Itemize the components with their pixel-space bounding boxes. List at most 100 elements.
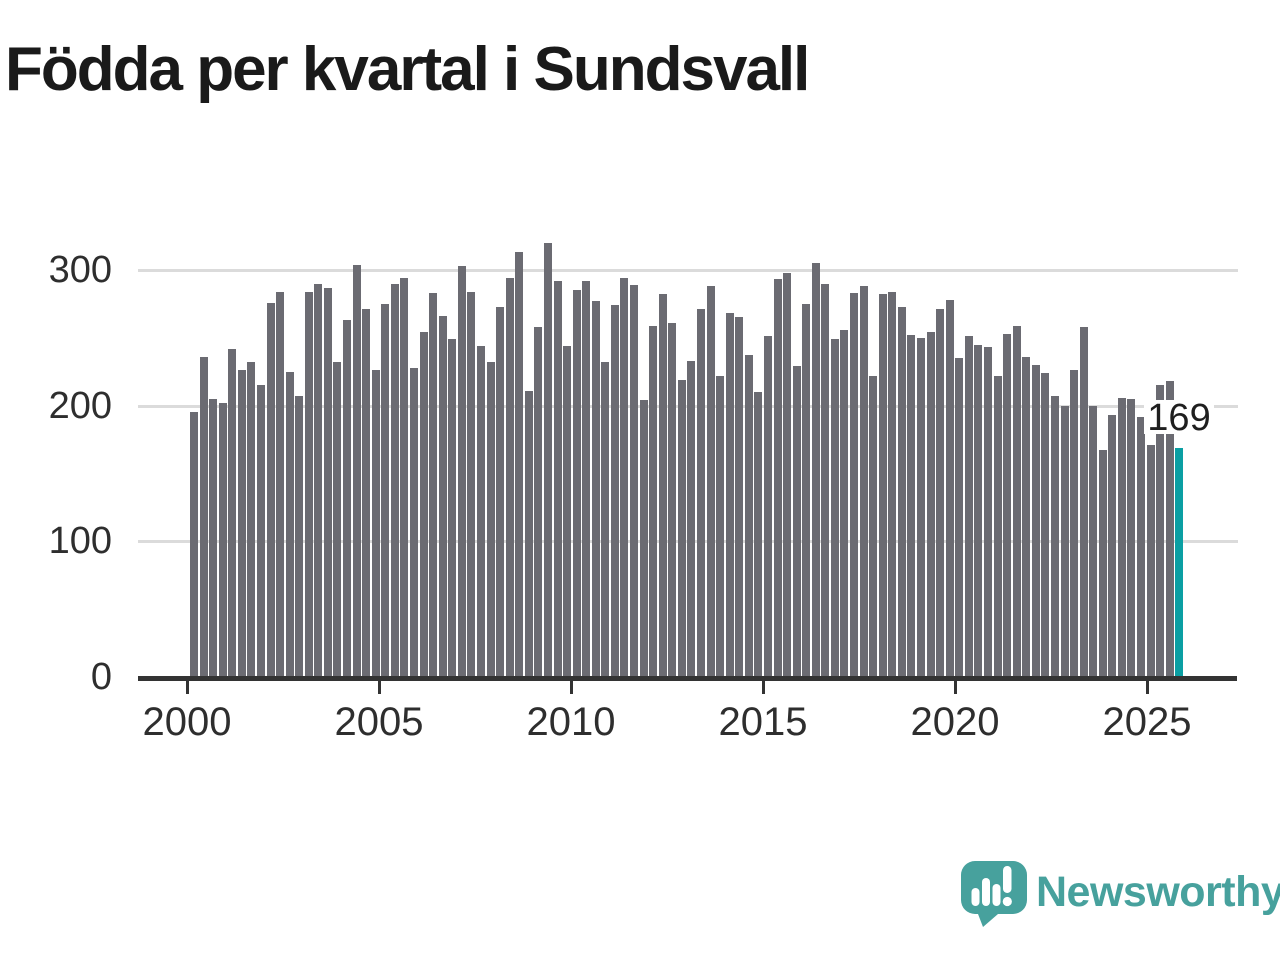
quarter-bar bbox=[1041, 373, 1049, 677]
quarter-bar bbox=[324, 288, 332, 677]
quarter-bar bbox=[716, 376, 724, 677]
quarter-bar bbox=[554, 281, 562, 677]
x-axis-tick bbox=[954, 681, 957, 694]
quarter-bar bbox=[314, 284, 322, 677]
x-axis-tick bbox=[762, 681, 765, 694]
quarter-bar bbox=[573, 290, 581, 677]
quarter-bar bbox=[458, 266, 466, 677]
quarter-bar bbox=[563, 346, 571, 677]
quarter-bar bbox=[687, 361, 695, 677]
quarter-bar bbox=[209, 399, 217, 677]
quarter-bar bbox=[333, 362, 341, 677]
x-axis-tick bbox=[186, 681, 189, 694]
quarter-bar bbox=[228, 349, 236, 677]
x-axis-tick-label: 2025 bbox=[1102, 700, 1192, 744]
quarter-bar bbox=[439, 316, 447, 677]
quarter-bar bbox=[994, 376, 1002, 677]
quarter-bar bbox=[1080, 327, 1088, 677]
last-value-label: 169 bbox=[1144, 399, 1214, 437]
newsworthy-logo: Newsworthy bbox=[958, 858, 1280, 933]
x-axis-tick-label: 2020 bbox=[910, 700, 1000, 744]
quarter-bar bbox=[1156, 385, 1164, 677]
quarter-bar bbox=[726, 313, 734, 677]
quarter-bar bbox=[955, 358, 963, 677]
quarter-bar bbox=[496, 307, 504, 677]
quarter-bar bbox=[936, 309, 944, 677]
quarter-bar bbox=[640, 400, 648, 677]
quarter-bar bbox=[754, 392, 762, 677]
quarter-bar bbox=[927, 332, 935, 677]
quarter-bar bbox=[1070, 370, 1078, 677]
quarter-bar bbox=[1137, 417, 1145, 677]
y-axis-tick-label: 300 bbox=[48, 249, 112, 291]
quarter-bar bbox=[850, 293, 858, 677]
quarter-bar bbox=[544, 243, 552, 677]
quarter-bar bbox=[812, 263, 820, 677]
quarter-bar bbox=[487, 362, 495, 677]
quarter-bar bbox=[267, 303, 275, 677]
quarter-bar bbox=[764, 336, 772, 677]
quarter-bar bbox=[276, 292, 284, 677]
quarter-bar bbox=[1032, 365, 1040, 677]
chart-title: Födda per kvartal i Sundsvall bbox=[5, 35, 810, 104]
quarter-bar bbox=[190, 412, 198, 677]
quarter-bar bbox=[1099, 450, 1107, 677]
quarter-bar bbox=[774, 279, 782, 677]
quarter-bar bbox=[525, 391, 533, 677]
quarter-bar bbox=[668, 323, 676, 677]
x-axis-tick-label: 2015 bbox=[718, 700, 808, 744]
quarter-bar bbox=[869, 376, 877, 677]
quarter-bar bbox=[917, 338, 925, 677]
quarter-bar bbox=[659, 294, 667, 677]
x-axis-tick-label: 2010 bbox=[526, 700, 616, 744]
quarter-bar bbox=[286, 372, 294, 677]
quarter-bar bbox=[1022, 357, 1030, 677]
quarter-bar bbox=[735, 317, 743, 677]
quarter-bar bbox=[707, 286, 715, 677]
quarter-bar bbox=[343, 320, 351, 677]
highlighted-quarter-bar bbox=[1175, 448, 1183, 677]
quarter-bar bbox=[353, 265, 361, 677]
quarter-bar bbox=[965, 336, 973, 677]
quarter-bar bbox=[410, 368, 418, 677]
quarter-bar bbox=[946, 300, 954, 677]
y-gridline bbox=[138, 269, 1238, 272]
x-axis-tick bbox=[378, 681, 381, 694]
quarter-bar bbox=[1147, 445, 1155, 677]
newsworthy-wordmark: Newsworthy bbox=[1036, 868, 1280, 916]
quarter-bar bbox=[1118, 398, 1126, 677]
y-axis-tick-label: 0 bbox=[90, 656, 112, 698]
quarter-bar bbox=[467, 292, 475, 677]
quarter-bar bbox=[372, 370, 380, 677]
quarter-bar bbox=[678, 380, 686, 677]
quarter-bar bbox=[391, 284, 399, 677]
quarter-bar bbox=[477, 346, 485, 677]
quarter-bar bbox=[257, 385, 265, 677]
quarter-bar bbox=[802, 304, 810, 677]
quarter-bar bbox=[362, 309, 370, 677]
quarter-bar bbox=[601, 362, 609, 677]
y-axis-tick-label: 100 bbox=[48, 520, 112, 563]
quarter-bar bbox=[1061, 406, 1069, 677]
quarter-bar bbox=[649, 326, 657, 677]
x-axis-tick bbox=[1146, 681, 1149, 694]
quarter-bar bbox=[831, 339, 839, 677]
quarter-bar bbox=[1127, 399, 1135, 677]
quarter-bar bbox=[420, 332, 428, 677]
newsworthy-speech-bubble-barchart-icon bbox=[961, 861, 1027, 927]
quarter-bar bbox=[620, 278, 628, 677]
x-axis-tick-label: 2000 bbox=[142, 700, 232, 744]
quarter-bar bbox=[448, 339, 456, 677]
x-axis-line bbox=[138, 676, 1237, 681]
quarter-bar bbox=[1013, 326, 1021, 677]
quarter-bar bbox=[984, 347, 992, 677]
quarter-bar bbox=[506, 278, 514, 677]
quarter-bar bbox=[821, 284, 829, 677]
quarter-bar bbox=[1051, 396, 1059, 677]
quarter-bar bbox=[879, 294, 887, 677]
quarter-bar bbox=[1089, 406, 1097, 677]
quarter-bar bbox=[898, 307, 906, 677]
quarter-bar bbox=[515, 252, 523, 677]
